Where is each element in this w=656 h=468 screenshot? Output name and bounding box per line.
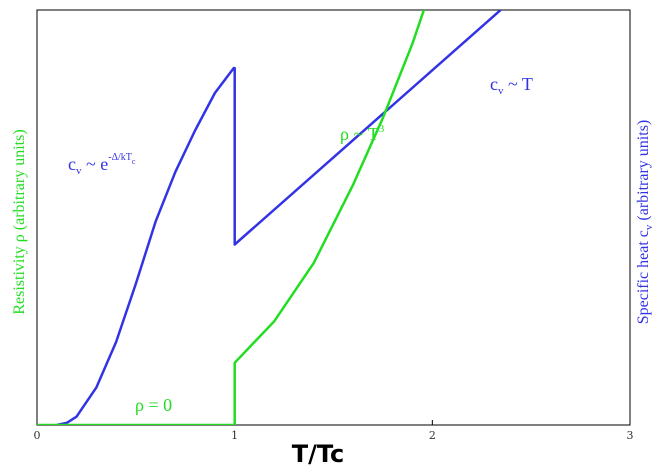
annotation-cv-exp-mid: ~ e bbox=[82, 154, 109, 174]
y-axis-title-left: Resistivity ρ (arbitrary units) bbox=[11, 129, 28, 314]
x-tick-label-1: 1 bbox=[231, 429, 238, 442]
annotation-rho-zero: ρ = 0 bbox=[135, 395, 172, 415]
annotation-cv-T-tail: ~ T bbox=[504, 74, 533, 94]
x-axis-title: T/Tc bbox=[292, 440, 345, 468]
series-group bbox=[37, 10, 503, 425]
ticks-group: 0 1 2 3 bbox=[34, 420, 634, 442]
y-axis-title-right-tail: (arbitrary units) bbox=[635, 120, 652, 225]
annotation-cv-T-main: c bbox=[490, 74, 498, 94]
annotation-cv-T: cv ~ T bbox=[490, 74, 533, 97]
x-tick-label-2: 2 bbox=[429, 429, 436, 442]
annotation-cv-exp-supsub: c bbox=[132, 157, 136, 166]
plot-frame bbox=[36, 9, 631, 426]
annotation-cv-exp: cv ~ e-Δ/kTc bbox=[68, 152, 136, 177]
x-tick-label-0: 0 bbox=[34, 429, 41, 442]
y-axis-title-right-sub: v bbox=[643, 224, 655, 230]
annotation-rho-T3-sup: 3 bbox=[379, 123, 385, 135]
annotation-cv-exp-main: c bbox=[68, 154, 76, 174]
annotation-rho-T3: ρ ~ T3 bbox=[340, 123, 385, 144]
annotation-cv-exp-sup: -Δ/kT bbox=[108, 152, 132, 163]
series-line-1 bbox=[37, 10, 426, 425]
annotation-rho-T3-main: ρ ~ T bbox=[340, 124, 379, 144]
annotation-cv-exp-sub: v bbox=[76, 165, 82, 177]
y-axis-title-right-main: Specific heat c bbox=[635, 230, 652, 324]
series-line-0 bbox=[56, 10, 503, 425]
y-axis-title-right: Specific heat cv (arbitrary units) bbox=[635, 120, 655, 325]
x-tick-label-3: 3 bbox=[627, 429, 634, 442]
annotation-cv-T-sub: v bbox=[498, 85, 504, 97]
